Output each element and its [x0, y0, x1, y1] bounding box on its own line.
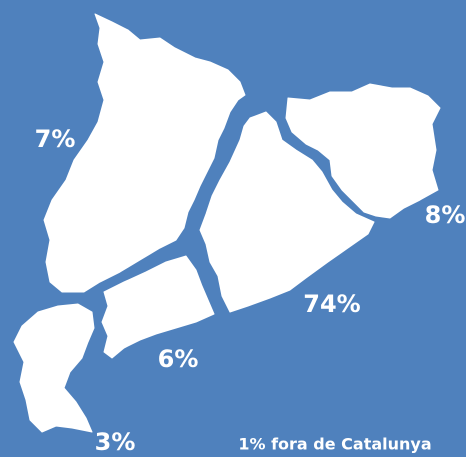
region-terres-ebre — [13, 303, 95, 433]
region-label: 7% — [35, 125, 76, 153]
region-girona — [285, 83, 441, 219]
region-label: 74% — [303, 290, 360, 318]
region-lleida — [43, 13, 246, 293]
region-barcelona — [199, 111, 375, 313]
region-label: 6% — [158, 345, 199, 373]
region-label: 3% — [95, 428, 136, 456]
note: 1% fora de Catalunya — [238, 435, 431, 454]
region-tarragona — [101, 255, 215, 359]
region-label: 8% — [425, 201, 466, 229]
